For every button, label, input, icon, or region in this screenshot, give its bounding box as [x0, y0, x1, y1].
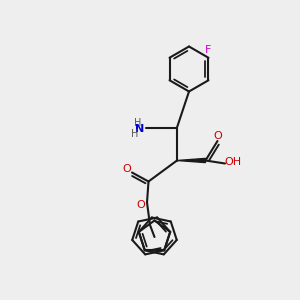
Polygon shape [177, 158, 206, 163]
Text: OH: OH [225, 157, 242, 167]
Text: O: O [136, 200, 146, 211]
Text: F: F [205, 45, 212, 55]
Text: O: O [213, 130, 222, 141]
Text: H: H [134, 118, 142, 128]
Text: O: O [122, 164, 131, 174]
Text: N: N [136, 124, 145, 134]
Text: H: H [131, 129, 139, 139]
